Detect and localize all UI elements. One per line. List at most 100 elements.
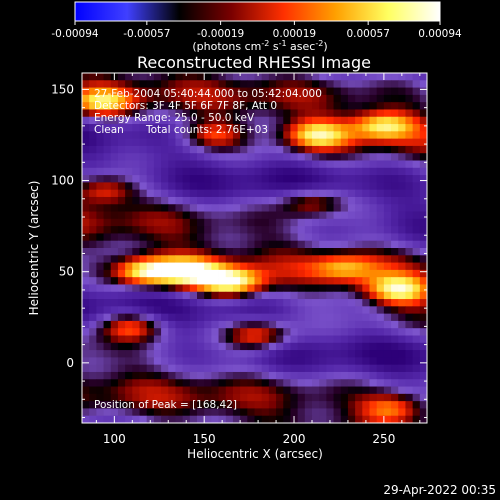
heatmap-cell [146,233,155,242]
heatmap-cell [161,131,169,140]
heatmap-cell [82,306,90,315]
heatmap-cell [398,342,406,351]
heatmap-cell [276,393,284,402]
heatmap-cell [96,80,104,88]
heatmap-cell [225,364,234,373]
heatmap-cell [383,313,392,322]
heatmap-cell [153,401,162,409]
heatmap-cell [254,102,263,110]
heatmap-cell [197,189,205,198]
heatmap-cell [304,350,313,358]
heatmap-cell [405,94,414,103]
heatmap-cell [110,189,119,198]
heatmap-cell [276,196,284,205]
heatmap-cell [125,109,133,118]
heatmap-cell [391,306,399,315]
heatmap-cell [153,196,162,205]
heatmap-cell [398,269,406,278]
heatmap-cell [139,328,148,336]
heatmap-cell [333,196,342,205]
heatmap-cell [362,401,370,409]
heatmap-cell [197,313,205,322]
heatmap-cell [276,73,284,81]
heatmap-cell [189,182,198,191]
heatmap-cell [290,160,299,169]
heatmap-cell [355,138,363,147]
heatmap-cell [362,233,370,242]
heatmap-cell [175,371,184,380]
heatmap-cell [232,102,241,110]
heatmap-cell [175,284,184,293]
heatmap-cell [326,182,334,191]
heatmap-cell [312,80,320,88]
heatmap-cell [153,218,162,227]
heatmap-cell [89,102,97,110]
heatmap-cell [391,371,399,380]
heatmap-cell [405,255,414,263]
heatmap-cell [347,350,356,358]
heatmap-cell [182,138,191,147]
heatmap-cell [362,145,370,154]
heatmap-cell [132,94,140,103]
heatmap-cell [398,160,406,169]
heatmap-cell [240,116,248,125]
heatmap-cell [326,248,334,256]
heatmap-cell [182,182,191,191]
heatmap-cell [268,218,277,227]
heatmap-cell [376,116,385,125]
heatmap-cell [347,116,356,125]
heatmap-cell [333,393,342,402]
heatmap-cell [319,124,327,132]
heatmap-cell [383,167,392,176]
heatmap-cell [304,291,313,300]
heatmap-cell [82,401,90,409]
heatmap-cell [89,145,97,154]
heatmap-cell [312,306,320,315]
annotation-detectors: Detectors: 3F 4F 5F 6F 7F 8F, Att 0 [94,100,277,112]
heatmap-cell [319,386,327,395]
heatmap-cell [110,248,119,256]
heatmap-cell [125,379,133,387]
heatmap-cell [182,328,191,336]
heatmap-cell [232,153,241,161]
heatmap-cell [89,342,97,351]
heatmap-cell [132,277,140,285]
heatmap-cell [304,240,313,249]
heatmap-cell [312,342,320,351]
heatmap-cell [240,386,248,395]
heatmap-cell [376,415,385,423]
heatmap-cell [211,204,219,212]
heatmap-cell [276,255,284,263]
heatmap-cell [96,240,104,249]
heatmap-cell [168,415,176,423]
heatmap-cell [153,262,162,271]
heatmap-cell [419,342,427,351]
heatmap-cell [82,124,90,132]
heatmap-cell [268,299,277,307]
heatmap-cell [232,415,241,423]
heatmap-cell [247,73,255,81]
heatmap-cell [419,335,427,344]
heatmap-cell [103,262,112,271]
heatmap-cell [161,299,169,307]
heatmap-cell [283,299,291,307]
heatmap-cell [240,196,248,205]
heatmap-cell [254,284,263,293]
heatmap-cell [82,189,90,198]
heatmap-cell [125,196,133,205]
heatmap-cell [125,175,133,183]
heatmap-cell [419,371,427,380]
heatmap-cell [139,262,148,271]
heatmap-cell [125,313,133,322]
heatmap-cell [261,116,270,125]
heatmap-cell [125,131,133,140]
heatmap-cell [132,357,140,366]
heatmap-cell [218,255,227,263]
heatmap-cell [89,357,97,366]
heatmap-cell [182,408,191,417]
heatmap-cell [232,255,241,263]
heatmap-cell [182,226,191,234]
heatmap-cell [268,153,277,161]
heatmap-cell [225,226,234,234]
heatmap-cell [89,277,97,285]
